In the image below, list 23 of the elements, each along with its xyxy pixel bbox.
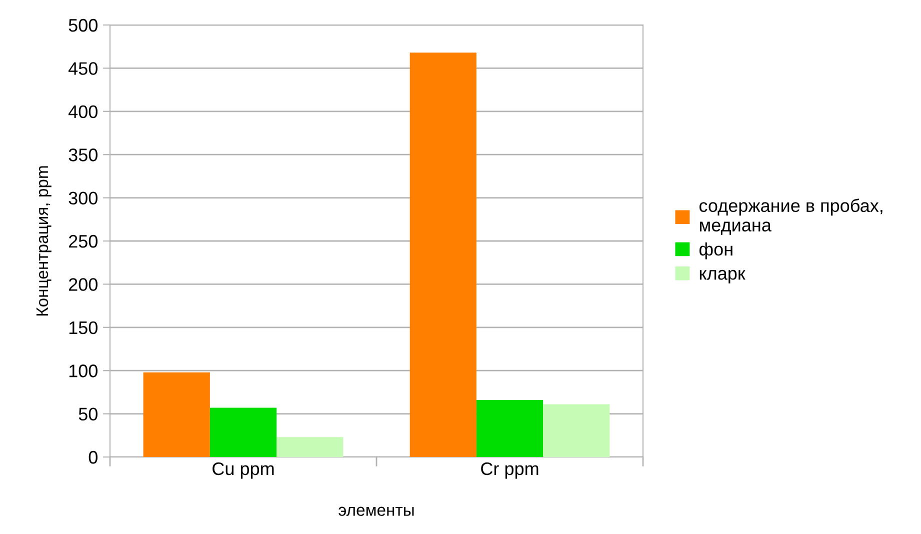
bar <box>410 52 476 457</box>
y-tick-label: 350 <box>68 148 98 162</box>
y-tick-label: 250 <box>68 234 98 248</box>
y-tick-label: 150 <box>69 321 98 334</box>
bar <box>210 408 277 457</box>
y-tick-label: 100 <box>69 364 98 378</box>
bar <box>143 372 210 457</box>
bar <box>476 400 544 457</box>
x-tick-label: Cu ppm <box>212 462 274 479</box>
bar <box>543 404 610 457</box>
y-tick-label: 50 <box>78 408 98 421</box>
y-tick-label: 450 <box>68 62 98 75</box>
y-tick-label: 200 <box>68 278 98 291</box>
y-tick-label: 300 <box>68 192 98 205</box>
bar <box>276 437 344 457</box>
y-tick-label: 400 <box>68 105 98 118</box>
x-axis-title: элементы <box>338 506 414 516</box>
x-tick-label: Cr ppm <box>481 462 538 479</box>
legend-label: кларк <box>700 270 746 284</box>
y-axis-title: Концентрация, ppm <box>36 166 52 316</box>
y-tick-label: 500 <box>68 18 98 32</box>
legend-label: фон <box>699 242 732 260</box>
y-tick-label: 0 <box>88 450 98 464</box>
